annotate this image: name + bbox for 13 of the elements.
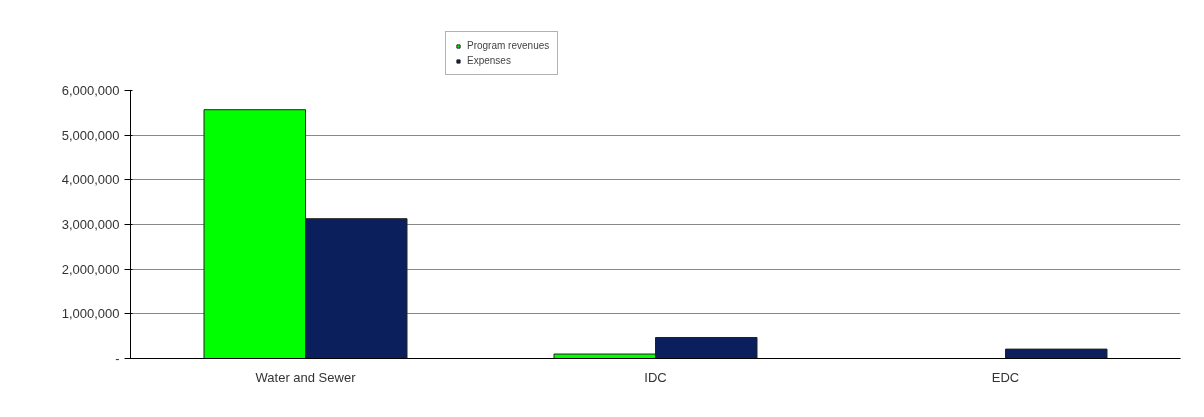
y-tick-label: 6,000,000 [61, 83, 120, 98]
x-tick-label: Water and Sewer [255, 369, 357, 385]
y-tick-label: - [115, 351, 120, 366]
y-tick-label: 5,000,000 [61, 127, 120, 143]
bar [1005, 348, 1108, 359]
legend-label: Expenses [467, 55, 511, 66]
y-tick-label: 4,000,000 [61, 172, 120, 188]
y-tick-label: 1,000,000 [61, 306, 120, 322]
x-tick-label: IDC [644, 369, 667, 385]
x-tick-label: EDC [991, 369, 1020, 385]
legend-label: Program revenues [467, 40, 550, 51]
y-tick-label: 3,000,000 [61, 217, 120, 232]
y-tick-label: 2,000,000 [61, 261, 120, 277]
